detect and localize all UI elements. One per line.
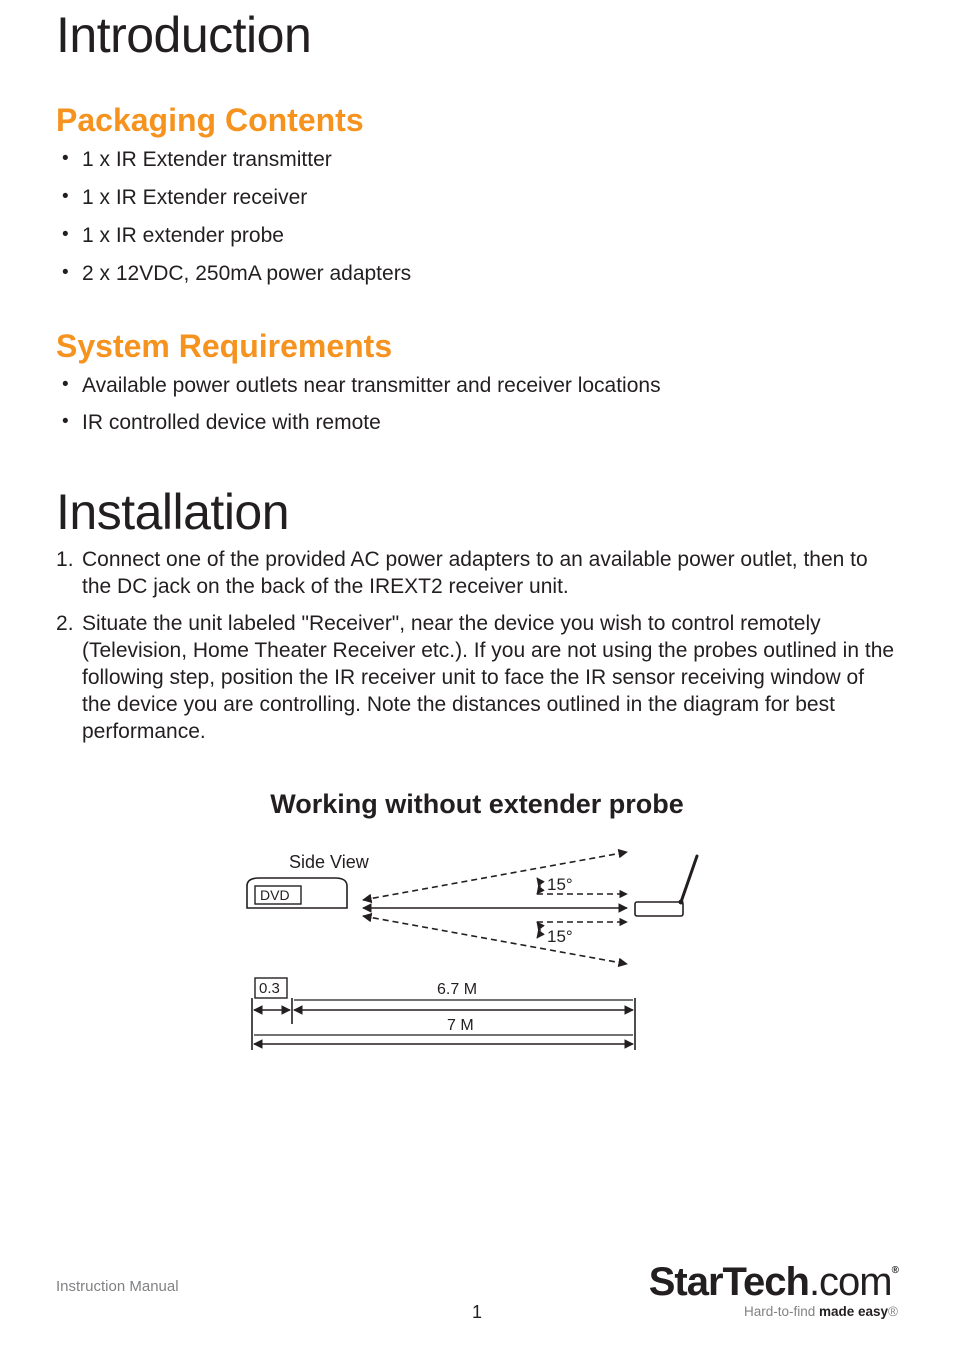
device-label: DVD	[260, 887, 290, 903]
list-item: 1 x IR extender probe	[56, 223, 898, 250]
tagline-bold: made easy	[819, 1304, 888, 1319]
logo-tagline: Hard-to-find made easy®	[649, 1304, 898, 1319]
sysreq-list: Available power outlets near transmitter…	[56, 373, 898, 438]
list-item: IR controlled device with remote	[56, 410, 898, 437]
list-item: 1 x IR Extender transmitter	[56, 147, 898, 174]
list-item: Situate the unit labeled "Receiver", nea…	[56, 611, 898, 745]
list-item: 2 x 12VDC, 250mA power adapters	[56, 261, 898, 288]
angle-arc-top	[537, 878, 540, 894]
logo-bold: StarTech	[649, 1260, 809, 1304]
tagline-reg: ®	[888, 1304, 898, 1319]
heading-installation: Installation	[56, 483, 898, 541]
antenna-base	[679, 900, 684, 905]
install-steps: Connect one of the provided AC power ada…	[56, 547, 898, 745]
list-item: 1 x IR Extender receiver	[56, 185, 898, 212]
logo-thin: .com	[809, 1260, 892, 1304]
page-number: 1	[472, 1302, 482, 1323]
list-item: Connect one of the provided AC power ada…	[56, 547, 898, 601]
packaging-list: 1 x IR Extender transmitter 1 x IR Exten…	[56, 147, 898, 288]
dist-mid-label: 6.7 M	[437, 981, 477, 998]
angle-top-label: 15°	[547, 875, 573, 894]
tagline-pre: Hard-to-find	[744, 1304, 819, 1319]
logo-text: StarTech.com®	[649, 1262, 898, 1302]
dist-short-label: 0.3	[259, 980, 280, 997]
heading-introduction: Introduction	[56, 6, 898, 64]
brand-logo: StarTech.com® Hard-to-find made easy®	[649, 1262, 898, 1319]
diagram: Side View DVD 15° 15° 0.3 6.7 M	[237, 838, 717, 1068]
receiver-antenna	[681, 856, 697, 902]
angle-bottom-label: 15°	[547, 927, 573, 946]
diagram-title: Working without extender probe	[56, 789, 898, 820]
angle-arc-bottom	[537, 922, 540, 938]
diagram-svg: Side View DVD 15° 15° 0.3 6.7 M	[237, 838, 717, 1068]
heading-system-requirements: System Requirements	[56, 328, 898, 365]
heading-packaging-contents: Packaging Contents	[56, 102, 898, 139]
upper-beam	[363, 852, 627, 900]
side-view-label: Side View	[289, 852, 370, 872]
lower-beam	[363, 916, 627, 964]
dist-full-label: 7 M	[447, 1017, 474, 1034]
footer-manual-label: Instruction Manual	[56, 1278, 179, 1295]
receiver-body	[635, 902, 683, 916]
logo-reg: ®	[892, 1265, 898, 1276]
list-item: Available power outlets near transmitter…	[56, 373, 898, 400]
